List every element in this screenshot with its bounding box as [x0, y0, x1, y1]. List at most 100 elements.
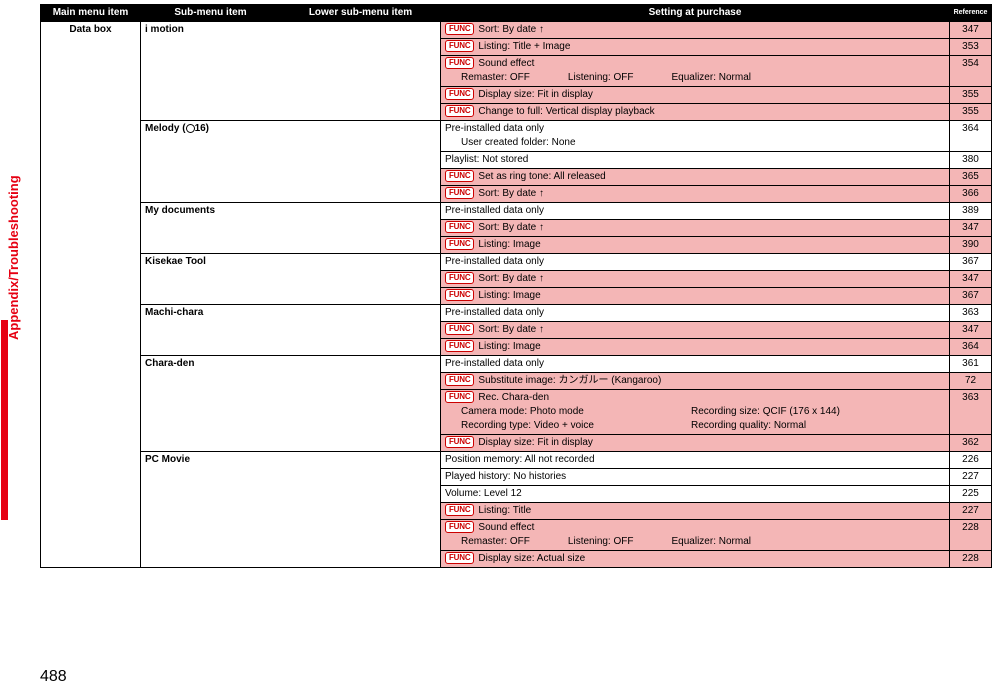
- setting-text: Listing: Image: [478, 239, 540, 250]
- setting-text: Sound effect: [478, 58, 534, 69]
- setting-cell: FUNC Sort: By date ↑: [441, 22, 950, 39]
- setting-text: Listing: Title: [478, 505, 531, 516]
- detail-item: Camera mode: Photo mode: [461, 405, 681, 419]
- setting-cell: Played history: No histories: [441, 469, 950, 486]
- reference-cell: 363: [950, 305, 992, 322]
- menu-icon: [186, 124, 195, 133]
- th-ref: Reference: [950, 5, 992, 22]
- setting-text: Listing: Image: [478, 341, 540, 352]
- func-icon: FUNC: [445, 272, 474, 284]
- detail-item: Listening: OFF: [568, 71, 634, 85]
- setting-cell: FUNC Sound effect Remaster: OFF Listening: …: [441, 56, 950, 87]
- setting-cell: FUNC Sort: By date ↑: [441, 186, 950, 203]
- sub-menu-item: Machi-chara: [141, 305, 441, 356]
- sidebar-section-label: Appendix/Troubleshooting: [6, 175, 21, 340]
- setting-text: Display size: Fit in display: [478, 89, 592, 100]
- func-icon: FUNC: [445, 436, 474, 448]
- table-header-row: Main menu item Sub-menu item Lower sub-m…: [41, 5, 992, 22]
- setting-cell: FUNC Sound effect Remaster: OFF Listening: …: [441, 520, 950, 551]
- setting-text: Sound effect: [478, 522, 534, 533]
- setting-details: Remaster: OFF Listening: OFF Equalizer: No…: [461, 535, 945, 549]
- setting-subline: User created folder: None: [461, 136, 945, 150]
- table-row: Machi-charaPre-installed data only363: [41, 305, 992, 322]
- setting-text: Sort: By date ↑: [478, 188, 544, 199]
- func-icon: FUNC: [445, 105, 474, 117]
- func-icon: FUNC: [445, 221, 474, 233]
- table-row: PC MoviePosition memory: All not recorde…: [41, 452, 992, 469]
- detail-item: Recording type: Video + voice: [461, 419, 681, 433]
- reference-cell: 389: [950, 203, 992, 220]
- setting-text: Sort: By date ↑: [478, 273, 544, 284]
- func-icon: FUNC: [445, 521, 474, 533]
- setting-cell: FUNCListing: Image: [441, 288, 950, 305]
- setting-cell: FUNC Change to full: Vertical display pla…: [441, 104, 950, 121]
- func-icon: FUNC: [445, 238, 474, 250]
- setting-text: Volume: Level 12: [445, 488, 522, 499]
- setting-details: Recording type: Video + voiceRecording q…: [461, 419, 945, 433]
- detail-item: Equalizer: Normal: [672, 535, 751, 549]
- reference-cell: 353: [950, 39, 992, 56]
- reference-cell: 227: [950, 469, 992, 486]
- setting-cell: Volume: Level 12: [441, 486, 950, 503]
- reference-cell: 362: [950, 435, 992, 452]
- setting-cell: FUNC Listing: Image: [441, 237, 950, 254]
- setting-cell: Position memory: All not recorded: [441, 452, 950, 469]
- func-icon: FUNC: [445, 374, 474, 386]
- table-body: Data boxi motionFUNCSort: By date ↑347FU…: [41, 22, 992, 568]
- setting-cell: FUNCDisplay size: Fit in display: [441, 87, 950, 104]
- func-icon: FUNC: [445, 504, 474, 516]
- setting-text: Pre-installed data only: [445, 358, 544, 369]
- reference-cell: 228: [950, 551, 992, 568]
- table-row: Kisekae ToolPre-installed data only367: [41, 254, 992, 271]
- setting-text: Sort: By date ↑: [478, 324, 544, 335]
- setting-text: Listing: Title + Image: [478, 41, 570, 52]
- func-icon: FUNC: [445, 40, 474, 52]
- setting-cell: Pre-installed data only: [441, 254, 950, 271]
- reference-cell: 390: [950, 237, 992, 254]
- setting-cell: FUNC Display size: Fit in display: [441, 435, 950, 452]
- setting-text: Pre-installed data only: [445, 205, 544, 216]
- settings-table: Main menu item Sub-menu item Lower sub-m…: [40, 4, 992, 568]
- setting-text: Sort: By date ↑: [478, 24, 544, 35]
- setting-cell: FUNC Listing: Title + Image: [441, 39, 950, 56]
- reference-cell: 354: [950, 56, 992, 87]
- setting-cell: FUNCSubstitute image: カンガルー (Kangaroo): [441, 373, 950, 390]
- reference-cell: 347: [950, 271, 992, 288]
- setting-cell: FUNC Sort: By date ↑: [441, 271, 950, 288]
- func-icon: FUNC: [445, 170, 474, 182]
- reference-cell: 364: [950, 339, 992, 356]
- detail-item: Remaster: OFF: [461, 71, 530, 85]
- sub-menu-item: Chara-den: [141, 356, 441, 452]
- setting-cell: FUNC Sort: By date ↑: [441, 220, 950, 237]
- setting-cell: FUNC Listing: Title: [441, 503, 950, 520]
- setting-cell: FUNCSort: By date ↑: [441, 322, 950, 339]
- reference-cell: 228: [950, 520, 992, 551]
- main-menu-item: Data box: [41, 22, 141, 568]
- table-row: Chara-denPre-installed data only361: [41, 356, 992, 373]
- func-icon: FUNC: [445, 552, 474, 564]
- reference-cell: 363: [950, 390, 992, 435]
- setting-text: Sort: By date ↑: [478, 222, 544, 233]
- func-icon: FUNC: [445, 23, 474, 35]
- setting-text: Position memory: All not recorded: [445, 454, 595, 465]
- setting-details: Camera mode: Photo modeRecording size: Q…: [461, 405, 945, 419]
- detail-item: Listening: OFF: [568, 535, 634, 549]
- reference-cell: 347: [950, 322, 992, 339]
- setting-text: Playlist: Not stored: [445, 154, 528, 165]
- sub-menu-item: Melody (16): [141, 121, 441, 203]
- reference-cell: 365: [950, 169, 992, 186]
- func-icon: FUNC: [445, 187, 474, 199]
- table-row: Data boxi motionFUNCSort: By date ↑347: [41, 22, 992, 39]
- detail-item: Remaster: OFF: [461, 535, 530, 549]
- setting-cell: Pre-installed data only: [441, 203, 950, 220]
- reference-cell: 225: [950, 486, 992, 503]
- setting-text: Set as ring tone: All released: [478, 171, 605, 182]
- reference-cell: 380: [950, 152, 992, 169]
- func-icon: FUNC: [445, 57, 474, 69]
- setting-text: Change to full: Vertical display playbac…: [478, 106, 654, 117]
- setting-text: Display size: Fit in display: [478, 437, 592, 448]
- setting-text: Pre-installed data only: [445, 307, 544, 318]
- th-lower: Lower sub-menu item: [281, 5, 441, 22]
- reference-cell: 226: [950, 452, 992, 469]
- reference-cell: 355: [950, 87, 992, 104]
